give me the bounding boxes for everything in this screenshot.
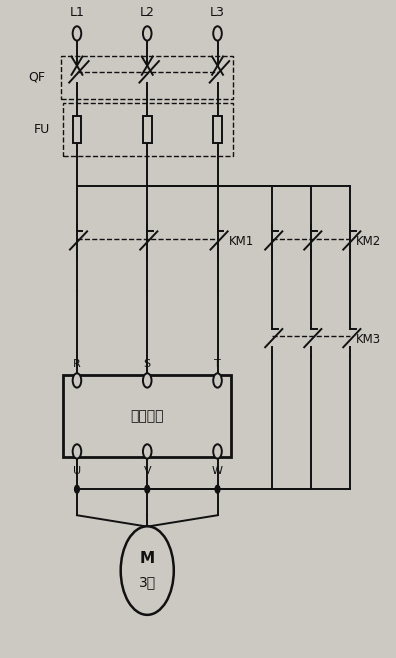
Circle shape [213,26,222,41]
Text: V: V [143,466,151,476]
Bar [61,56,233,99]
Circle shape [213,444,222,459]
Text: L1: L1 [70,6,84,19]
Text: M: M [140,551,155,567]
Bar [73,116,81,143]
Circle shape [143,373,152,388]
Circle shape [143,444,152,459]
Bar [63,375,231,457]
Text: FU: FU [33,123,50,136]
Circle shape [143,26,152,41]
Text: T: T [214,359,221,368]
Bar [143,116,152,143]
Circle shape [73,373,81,388]
Text: L2: L2 [140,6,155,19]
Bar [213,116,222,143]
Circle shape [73,444,81,459]
Circle shape [215,486,220,493]
Circle shape [145,486,150,493]
Text: KM2: KM2 [356,236,381,248]
Text: 3～: 3～ [139,575,156,590]
Circle shape [74,486,79,493]
Text: U: U [73,466,81,476]
Text: KM1: KM1 [229,236,255,248]
Text: R: R [73,359,81,368]
Text: L3: L3 [210,6,225,19]
Text: W: W [212,466,223,476]
Text: KM3: KM3 [356,333,381,346]
Circle shape [121,526,174,615]
Circle shape [73,26,81,41]
Text: 软启动器: 软启动器 [131,409,164,423]
Bar [63,103,233,156]
Circle shape [213,373,222,388]
Text: S: S [144,359,151,368]
Text: QF: QF [29,71,46,84]
